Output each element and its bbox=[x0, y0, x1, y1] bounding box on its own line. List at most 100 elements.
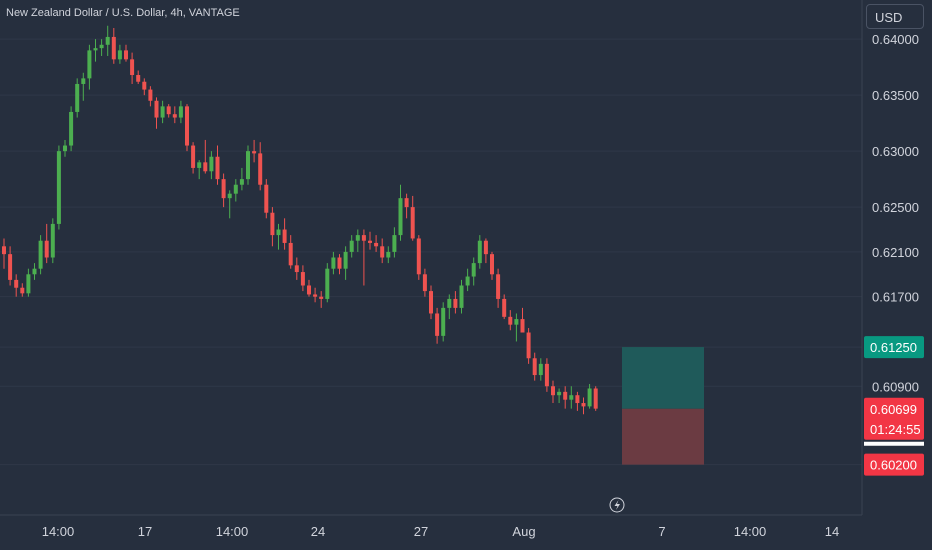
candle-body bbox=[398, 198, 403, 236]
candle-body bbox=[246, 151, 250, 180]
candle bbox=[239, 167, 244, 191]
candle-body bbox=[191, 145, 196, 168]
candle bbox=[307, 279, 311, 297]
candle-body bbox=[429, 291, 433, 314]
candle bbox=[99, 39, 104, 56]
candle-body bbox=[142, 81, 147, 90]
candle-body bbox=[563, 391, 568, 400]
candle-body bbox=[221, 179, 226, 199]
candle-body bbox=[532, 358, 537, 376]
candle-body bbox=[50, 223, 55, 258]
candle-body bbox=[14, 279, 19, 288]
candle-body bbox=[508, 316, 513, 325]
candle bbox=[520, 307, 525, 333]
candle bbox=[270, 207, 275, 247]
candle bbox=[50, 218, 55, 264]
profit-zone[interactable] bbox=[622, 347, 704, 409]
candle bbox=[215, 145, 220, 185]
candle-body bbox=[203, 162, 208, 172]
candle-body bbox=[569, 395, 574, 400]
candle-body bbox=[38, 240, 43, 269]
candle bbox=[142, 78, 147, 96]
candle-body bbox=[538, 363, 543, 376]
time-tick-label: Aug bbox=[512, 524, 535, 539]
candle-body bbox=[422, 274, 427, 292]
candle bbox=[483, 238, 488, 264]
candle-body bbox=[368, 240, 372, 243]
candle bbox=[416, 235, 421, 280]
candle-body bbox=[349, 240, 354, 252]
candle bbox=[117, 44, 122, 64]
candle bbox=[178, 100, 183, 124]
candle-body bbox=[288, 242, 293, 266]
candle-body bbox=[233, 184, 238, 194]
candle-body bbox=[361, 235, 366, 241]
candle bbox=[404, 193, 409, 219]
candle-body bbox=[63, 145, 67, 152]
candle-body bbox=[416, 238, 421, 275]
loss-zone[interactable] bbox=[622, 408, 704, 465]
price-tags: 0.61250 0.60699 01:24:55 0.60200 bbox=[864, 336, 924, 476]
current-price-underline bbox=[864, 441, 924, 446]
candle bbox=[593, 386, 598, 411]
candle-body bbox=[300, 272, 305, 286]
time-tick-label: 14:00 bbox=[734, 524, 767, 539]
candle-body bbox=[593, 388, 598, 409]
candle bbox=[124, 44, 128, 62]
candle-body bbox=[197, 162, 202, 168]
candle bbox=[569, 386, 574, 409]
candle-body bbox=[136, 75, 141, 82]
price-tick-label: 0.63500 bbox=[872, 88, 919, 103]
candle-body bbox=[441, 307, 446, 336]
price-tick-label: 0.60900 bbox=[872, 379, 919, 394]
candle-body bbox=[355, 235, 360, 241]
candle bbox=[282, 218, 287, 250]
candle-body bbox=[575, 395, 580, 404]
candle-body bbox=[44, 240, 49, 258]
stop-price-tag: 0.60200 bbox=[870, 458, 917, 473]
candle-body bbox=[386, 251, 391, 258]
candle bbox=[386, 246, 391, 264]
candle-body bbox=[520, 319, 525, 333]
current-price-tag-bg bbox=[864, 397, 924, 440]
lightning-icon[interactable] bbox=[609, 497, 625, 513]
candle-body bbox=[459, 285, 464, 308]
candle-body bbox=[160, 106, 165, 118]
candle-body bbox=[2, 246, 6, 255]
candle-body bbox=[496, 274, 501, 299]
candle bbox=[502, 294, 507, 320]
candle bbox=[551, 380, 555, 404]
time-scale[interactable]: 14:00 17 14:00 24 27 Aug 7 14:00 14 bbox=[42, 524, 840, 539]
candle-body bbox=[258, 153, 263, 185]
candle-body bbox=[148, 89, 153, 101]
candle-body bbox=[313, 294, 318, 297]
position-zones[interactable] bbox=[622, 347, 704, 465]
candle bbox=[343, 246, 348, 280]
candle bbox=[63, 139, 67, 157]
candle bbox=[264, 179, 269, 219]
countdown-label: 01:24:55 bbox=[870, 422, 921, 437]
candle-body bbox=[343, 251, 348, 269]
candle-body bbox=[544, 363, 549, 387]
candle bbox=[154, 97, 159, 129]
time-tick-label: 14:00 bbox=[216, 524, 249, 539]
currency-button[interactable]: USD bbox=[866, 4, 924, 29]
candle bbox=[392, 227, 397, 258]
candle-body bbox=[26, 274, 31, 294]
candle bbox=[166, 104, 171, 118]
candle bbox=[331, 251, 336, 275]
candle-body bbox=[453, 298, 458, 308]
chart-grid bbox=[0, 38, 862, 466]
candle bbox=[148, 86, 153, 107]
price-tick-label: 0.64000 bbox=[872, 32, 919, 47]
candle-body bbox=[239, 179, 244, 185]
candle bbox=[26, 268, 31, 297]
candle bbox=[496, 268, 501, 308]
candle bbox=[538, 358, 543, 381]
target-price-tag: 0.61250 bbox=[870, 340, 917, 355]
candle bbox=[56, 145, 61, 230]
candle bbox=[380, 238, 385, 264]
candlestick-series bbox=[2, 25, 598, 415]
candle-body bbox=[270, 212, 275, 236]
